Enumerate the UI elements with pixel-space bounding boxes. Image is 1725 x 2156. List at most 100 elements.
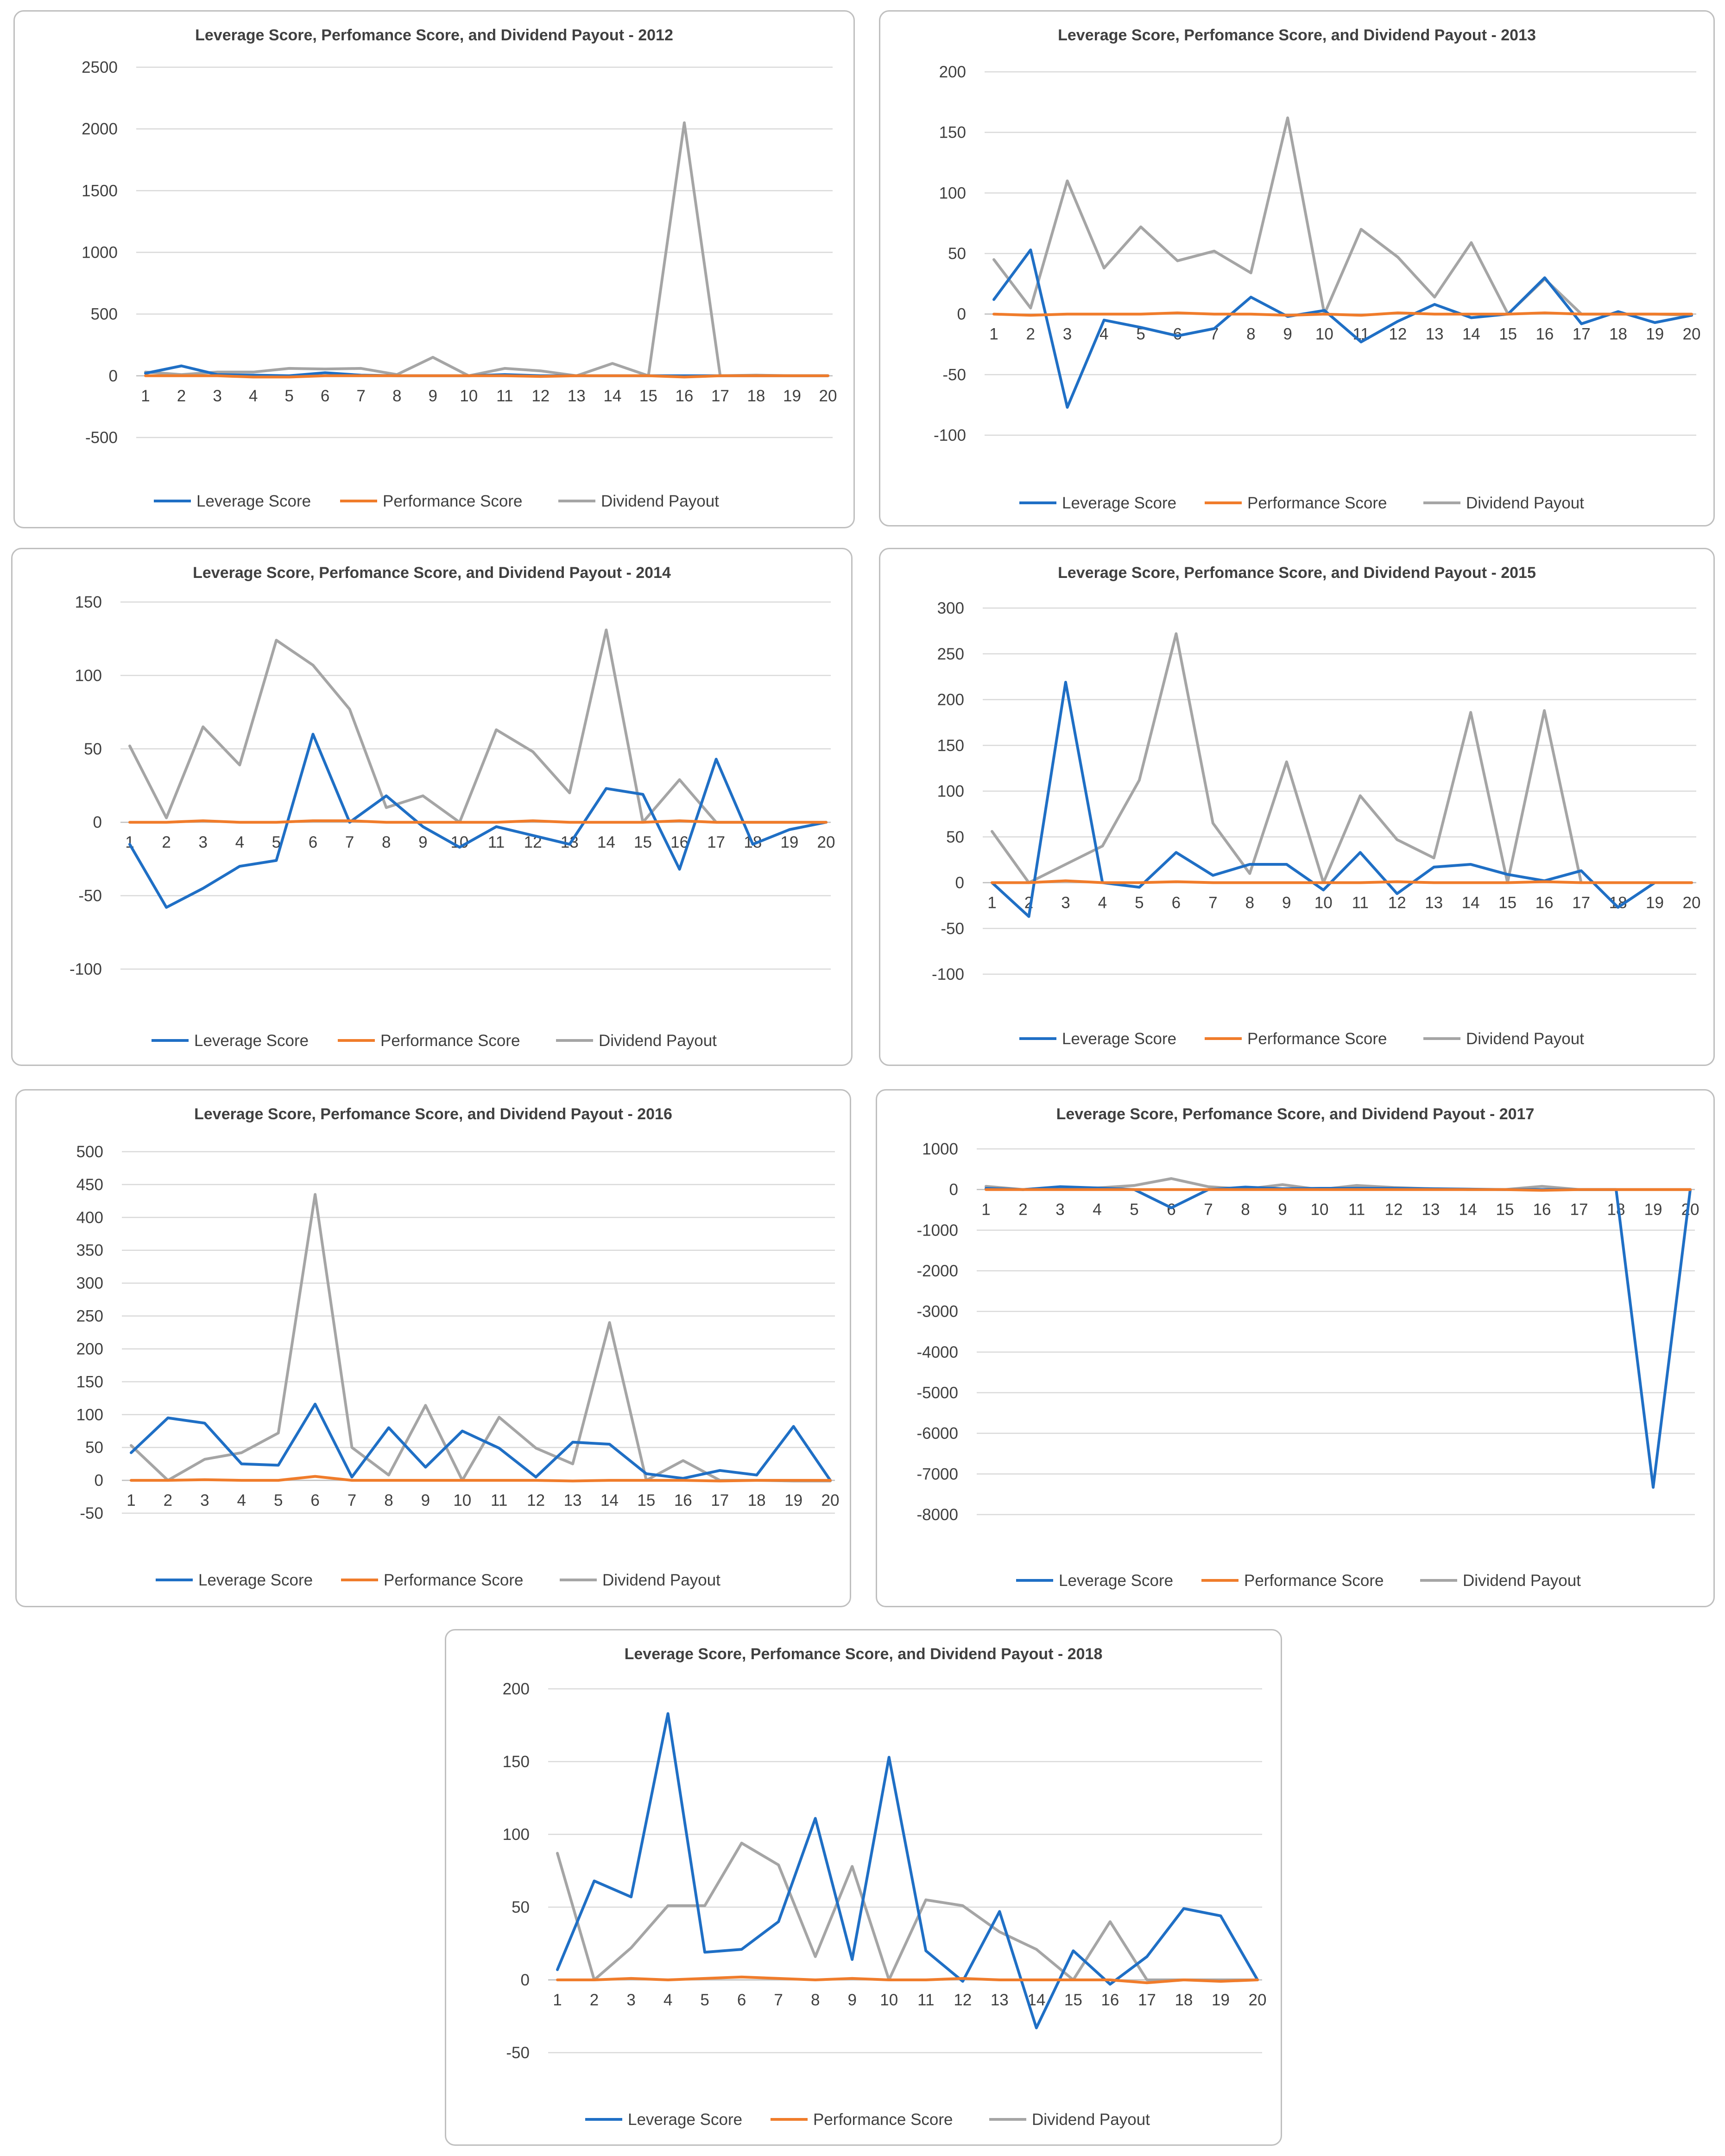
series-line-performance-score (556, 1975, 1259, 1985)
y-tick-label: -500 (85, 429, 118, 447)
x-tick-label: 5 (1135, 894, 1144, 912)
x-tick-label: 11 (491, 1491, 507, 1509)
y-tick-label: 450 (76, 1176, 103, 1194)
legend-label-leverage-score: Leverage Score (1062, 494, 1176, 512)
y-tick-label: -100 (932, 965, 964, 983)
x-tick-label: 4 (1098, 894, 1107, 912)
x-tick-label: 15 (1498, 894, 1516, 912)
x-tick-label: 2 (590, 1991, 599, 2009)
x-tick-label: 1 (553, 1991, 562, 2009)
chart-panel-2013: Leverage Score, Perfomance Score, and Di… (879, 10, 1715, 526)
x-tick-label: 19 (1212, 1991, 1230, 2009)
x-tick-label: 12 (1389, 325, 1407, 343)
x-tick-label: 18 (1607, 1201, 1625, 1219)
y-tick-label: -7000 (916, 1465, 958, 1483)
x-tick-label: 10 (1314, 894, 1333, 912)
x-tick-label: 14 (1459, 1201, 1477, 1219)
x-tick-label: 20 (1683, 325, 1701, 343)
x-tick-label: 3 (198, 833, 207, 851)
legend-label-dividend-payout: Dividend Payout (599, 1032, 717, 1050)
legend-label-leverage-score: Leverage Score (628, 2111, 742, 2129)
x-tick-label: 17 (1573, 325, 1591, 343)
x-tick-label: 13 (564, 1491, 582, 1509)
x-tick-label: 9 (1278, 1201, 1287, 1219)
x-tick-label: 14 (1462, 894, 1480, 912)
y-tick-label: 0 (949, 1181, 958, 1199)
legend-label-performance-score: Performance Score (383, 492, 523, 510)
x-tick-label: 3 (626, 1991, 635, 2009)
series-line-dividend-payout (130, 1193, 832, 1483)
x-tick-label: 16 (674, 1491, 692, 1509)
y-tick-label: 250 (76, 1307, 103, 1325)
x-tick-label: 8 (1245, 894, 1254, 912)
y-tick-label: 0 (109, 367, 118, 385)
x-tick-label: 16 (1533, 1201, 1551, 1219)
legend-label-performance-score: Performance Score (1244, 1572, 1384, 1590)
x-tick-label: 20 (1249, 1991, 1267, 2009)
y-tick-label: 300 (76, 1275, 103, 1293)
x-tick-label: 10 (453, 1491, 471, 1509)
x-tick-label: 16 (1535, 325, 1554, 343)
x-tick-label: 17 (711, 387, 729, 405)
y-tick-label: -1000 (916, 1221, 958, 1239)
x-tick-label: 9 (1283, 325, 1292, 343)
y-tick-label: -8000 (916, 1506, 958, 1524)
y-tick-label: 100 (937, 782, 964, 800)
x-tick-label: 12 (1388, 894, 1406, 912)
x-tick-label: 14 (600, 1491, 619, 1509)
x-tick-label: 19 (780, 833, 798, 851)
x-tick-label: 4 (235, 833, 244, 851)
x-tick-label: 5 (1136, 325, 1145, 343)
y-tick-label: 150 (76, 1373, 103, 1391)
chart-2012: Leverage Score, Perfomance Score, and Di… (82, 26, 837, 510)
x-tick-label: 15 (1499, 325, 1517, 343)
x-tick-label: 10 (880, 1991, 898, 2009)
y-tick-label: 50 (512, 1898, 530, 1916)
x-tick-label: 4 (663, 1991, 672, 2009)
x-tick-label: 13 (568, 387, 586, 405)
y-tick-label: 200 (937, 691, 964, 709)
x-tick-label: 15 (637, 1491, 655, 1509)
x-tick-label: 15 (1064, 1991, 1082, 2009)
y-tick-label: -50 (941, 919, 964, 938)
chart-2013: Leverage Score, Perfomance Score, and Di… (934, 26, 1701, 512)
y-tick-label: -100 (70, 960, 102, 978)
series-line-performance-score (144, 374, 829, 379)
legend-label-performance-score: Performance Score (384, 1571, 524, 1589)
y-tick-label: 350 (76, 1242, 103, 1260)
y-tick-label: -50 (942, 366, 966, 384)
x-tick-label: 2 (164, 1491, 172, 1509)
y-tick-label: 2500 (82, 58, 118, 76)
x-tick-label: 10 (1315, 325, 1333, 343)
series-line-leverage-score (130, 1402, 832, 1482)
x-tick-label: 15 (1496, 1201, 1514, 1219)
x-tick-label: 17 (1570, 1201, 1588, 1219)
y-tick-label: 250 (937, 645, 964, 663)
x-tick-label: 19 (783, 387, 801, 405)
x-tick-label: 6 (321, 387, 329, 405)
x-tick-label: 19 (784, 1491, 802, 1509)
x-tick-label: 4 (249, 387, 258, 405)
y-tick-label: 100 (939, 184, 966, 202)
x-tick-label: 5 (700, 1991, 709, 2009)
series-line-dividend-payout (128, 628, 828, 824)
series-line-leverage-score (556, 1712, 1259, 2029)
y-tick-label: -3000 (916, 1303, 958, 1321)
series-line-dividend-payout (992, 116, 1693, 317)
x-tick-label: 4 (237, 1491, 246, 1509)
x-tick-label: 8 (811, 1991, 820, 2009)
y-tick-label: 50 (948, 245, 966, 263)
x-tick-label: 4 (1099, 325, 1108, 343)
x-tick-label: 6 (1167, 1201, 1175, 1219)
legend-label-leverage-score: Leverage Score (196, 492, 311, 510)
y-tick-label: 150 (503, 1753, 530, 1771)
x-tick-label: 6 (1172, 894, 1181, 912)
x-tick-label: 8 (392, 387, 401, 405)
y-tick-label: 0 (95, 1471, 103, 1490)
y-tick-label: 1000 (922, 1140, 958, 1158)
legend-label-leverage-score: Leverage Score (1062, 1030, 1176, 1048)
x-tick-label: 14 (1462, 325, 1480, 343)
y-tick-label: 150 (937, 736, 964, 755)
x-tick-label: 16 (1101, 1991, 1119, 2009)
